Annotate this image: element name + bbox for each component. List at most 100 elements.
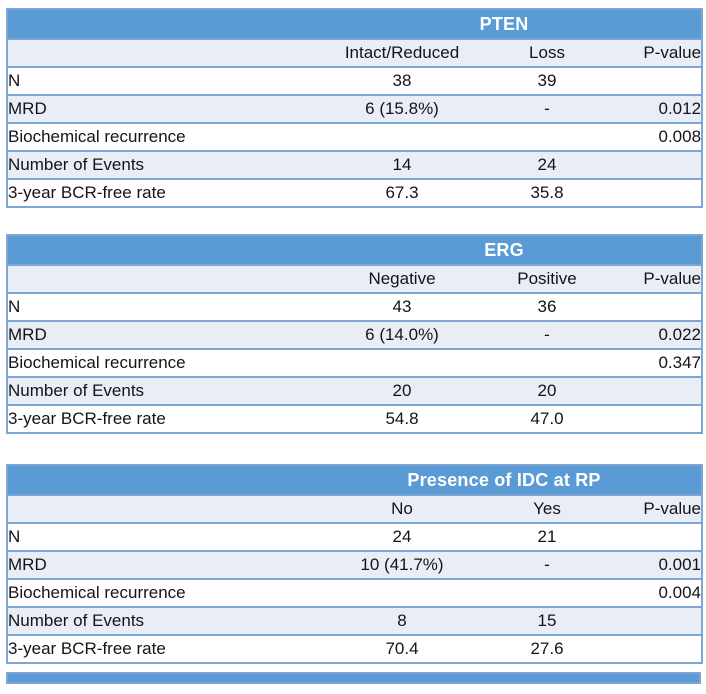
- cell-pvalue: [597, 522, 703, 551]
- table-row: 3-year BCR-free rate 70.4 27.6: [7, 634, 703, 663]
- row-label: Biochemical recurrence: [7, 578, 307, 607]
- cell-value: -: [497, 550, 597, 579]
- partial-table-header-strip: [6, 672, 701, 684]
- cell-pvalue: 0.347: [597, 348, 703, 377]
- cell-value: 54.8: [307, 404, 497, 433]
- table-row: N 38 39: [7, 66, 703, 95]
- column-header: Negative: [307, 264, 497, 293]
- cell-pvalue: [597, 634, 703, 663]
- table-row: Biochemical recurrence 0.008: [7, 122, 703, 151]
- column-header-pvalue: P-value: [597, 38, 703, 67]
- idc-column-header-row: No Yes P-value: [7, 494, 703, 523]
- table-row: N 24 21: [7, 522, 703, 551]
- title-spacer-cell: [7, 465, 307, 495]
- cell-pvalue: [597, 66, 703, 95]
- cell-value: -: [497, 94, 597, 123]
- cell-value: 39: [497, 66, 597, 95]
- table-row: MRD 6 (14.0%) - 0.022: [7, 320, 703, 349]
- row-label: 3-year BCR-free rate: [7, 178, 307, 207]
- cell-value: 36: [497, 292, 597, 321]
- cell-value: 20: [307, 376, 497, 405]
- column-header: Positive: [497, 264, 597, 293]
- cell-value: 24: [307, 522, 497, 551]
- row-label: N: [7, 292, 307, 321]
- row-label: MRD: [7, 94, 307, 123]
- pten-table: PTEN Intact/Reduced Loss P-value N 38 39…: [6, 8, 704, 208]
- column-header-pvalue: P-value: [597, 494, 703, 523]
- row-label: Number of Events: [7, 606, 307, 635]
- cell-pvalue: [597, 606, 703, 635]
- column-header: Yes: [497, 494, 597, 523]
- idc-title-row: Presence of IDC at RP: [7, 465, 703, 495]
- cell-pvalue: 0.008: [597, 122, 703, 151]
- cell-value: 35.8: [497, 178, 597, 207]
- cell-value: 15: [497, 606, 597, 635]
- empty-cell: [7, 494, 307, 523]
- table-row: 3-year BCR-free rate 67.3 35.8: [7, 178, 703, 207]
- cell-value: [497, 122, 597, 151]
- table-row: 3-year BCR-free rate 54.8 47.0: [7, 404, 703, 433]
- cell-pvalue: [597, 404, 703, 433]
- row-label: Biochemical recurrence: [7, 122, 307, 151]
- erg-table-title: ERG: [307, 235, 703, 265]
- row-label: N: [7, 66, 307, 95]
- cell-value: 38: [307, 66, 497, 95]
- table-row: Biochemical recurrence 0.004: [7, 578, 703, 607]
- row-label: Biochemical recurrence: [7, 348, 307, 377]
- cell-value: 27.6: [497, 634, 597, 663]
- idc-table: Presence of IDC at RP No Yes P-value N 2…: [6, 464, 704, 664]
- erg-column-header-row: Negative Positive P-value: [7, 264, 703, 293]
- table-row: MRD 10 (41.7%) - 0.001: [7, 550, 703, 579]
- cell-value: 21: [497, 522, 597, 551]
- pten-title-row: PTEN: [7, 9, 703, 39]
- cell-value: -: [497, 320, 597, 349]
- erg-title-row: ERG: [7, 235, 703, 265]
- cell-value: 6 (15.8%): [307, 94, 497, 123]
- table-row: N 43 36: [7, 292, 703, 321]
- cell-value: [307, 578, 497, 607]
- cell-value: 47.0: [497, 404, 597, 433]
- title-spacer-cell: [7, 9, 307, 39]
- row-label: MRD: [7, 320, 307, 349]
- pten-table-title: PTEN: [307, 9, 703, 39]
- column-header: Intact/Reduced: [307, 38, 497, 67]
- table-row: Number of Events 8 15: [7, 606, 703, 635]
- cell-pvalue: [597, 150, 703, 179]
- cell-value: 70.4: [307, 634, 497, 663]
- column-header: No: [307, 494, 497, 523]
- table-row: MRD 6 (15.8%) - 0.012: [7, 94, 703, 123]
- cell-value: 10 (41.7%): [307, 550, 497, 579]
- table-row: Number of Events 20 20: [7, 376, 703, 405]
- cell-value: [497, 578, 597, 607]
- cell-value: 14: [307, 150, 497, 179]
- cell-pvalue: [597, 178, 703, 207]
- cell-pvalue: [597, 376, 703, 405]
- table-row: Biochemical recurrence 0.347: [7, 348, 703, 377]
- cell-pvalue: 0.001: [597, 550, 703, 579]
- empty-cell: [7, 38, 307, 67]
- cell-value: 6 (14.0%): [307, 320, 497, 349]
- cell-pvalue: 0.004: [597, 578, 703, 607]
- cell-value: [307, 122, 497, 151]
- row-label: N: [7, 522, 307, 551]
- row-label: 3-year BCR-free rate: [7, 634, 307, 663]
- cell-value: 67.3: [307, 178, 497, 207]
- erg-table: ERG Negative Positive P-value N 43 36 MR…: [6, 234, 704, 434]
- cell-value: 8: [307, 606, 497, 635]
- column-header-pvalue: P-value: [597, 264, 703, 293]
- title-spacer-cell: [7, 235, 307, 265]
- row-label: Number of Events: [7, 376, 307, 405]
- cell-value: 20: [497, 376, 597, 405]
- cell-pvalue: [597, 292, 703, 321]
- pten-column-header-row: Intact/Reduced Loss P-value: [7, 38, 703, 67]
- cell-value: 43: [307, 292, 497, 321]
- cell-pvalue: 0.012: [597, 94, 703, 123]
- cell-value: [307, 348, 497, 377]
- row-label: 3-year BCR-free rate: [7, 404, 307, 433]
- cell-pvalue: 0.022: [597, 320, 703, 349]
- table-row: Number of Events 14 24: [7, 150, 703, 179]
- row-label: Number of Events: [7, 150, 307, 179]
- cell-value: [497, 348, 597, 377]
- idc-table-title: Presence of IDC at RP: [307, 465, 703, 495]
